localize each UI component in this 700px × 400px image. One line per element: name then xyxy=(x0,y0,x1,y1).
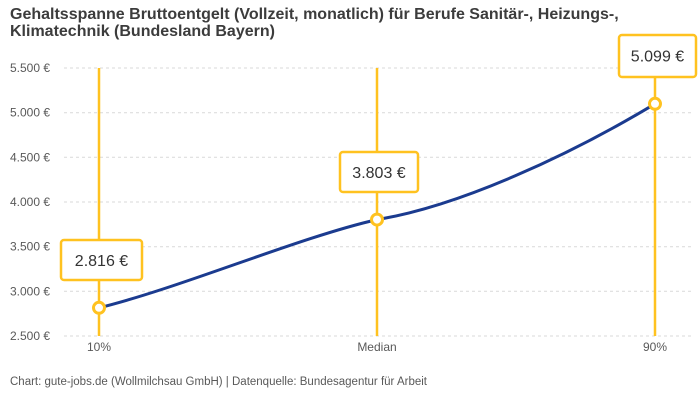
svg-text:5.099 €: 5.099 € xyxy=(631,49,684,66)
svg-text:3.500 €: 3.500 € xyxy=(10,240,50,254)
svg-text:5.000 €: 5.000 € xyxy=(10,106,50,120)
svg-text:3.000 €: 3.000 € xyxy=(10,284,50,298)
svg-text:3.803 €: 3.803 € xyxy=(352,165,405,182)
svg-text:90%: 90% xyxy=(643,340,667,354)
svg-text:2.500 €: 2.500 € xyxy=(10,329,50,343)
svg-text:5.500 €: 5.500 € xyxy=(10,61,50,75)
svg-text:4.000 €: 4.000 € xyxy=(10,195,50,209)
svg-text:10%: 10% xyxy=(87,340,111,354)
svg-text:2.816 €: 2.816 € xyxy=(75,253,128,270)
svg-text:4.500 €: 4.500 € xyxy=(10,150,50,164)
svg-text:Median: Median xyxy=(357,340,396,354)
